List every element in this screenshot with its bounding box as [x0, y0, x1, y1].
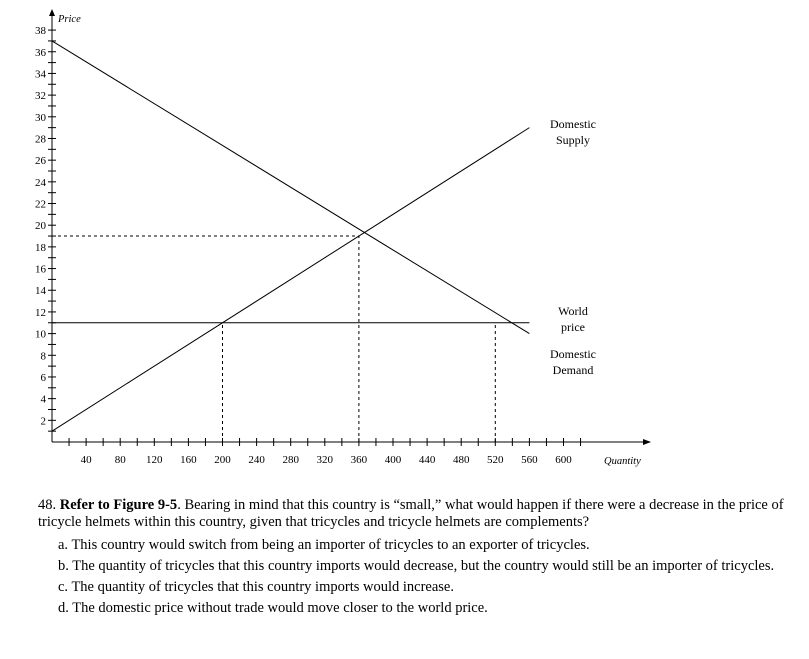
domestic-demand-label: Domestic Demand — [550, 347, 596, 377]
option-text: The domestic price without trade would m… — [72, 600, 488, 616]
y-tick-label: 26 — [35, 155, 47, 167]
world-price-label: World price — [558, 304, 588, 334]
y-tick-label: 8 — [41, 350, 47, 362]
x-axis-arrow — [643, 439, 651, 445]
series-lines — [51, 40, 530, 432]
x-tick-label: 360 — [351, 454, 368, 466]
x-tick-label: 280 — [282, 454, 299, 466]
y-tick-label: 22 — [35, 199, 46, 211]
y-tick-label: 16 — [35, 264, 47, 276]
x-tick-label: 80 — [115, 454, 127, 466]
x-tick-label: 120 — [146, 454, 163, 466]
x-tick-label: 440 — [419, 454, 436, 466]
x-tick-label: 320 — [317, 454, 334, 466]
question-text: . Bearing in mind that this country is “… — [38, 497, 784, 530]
x-tick-label: 600 — [555, 454, 572, 466]
option-text: The quantity of tricycles that this coun… — [72, 558, 775, 574]
world-price-label-line: World — [558, 304, 588, 318]
y-tick-label: 18 — [35, 242, 47, 254]
option-text: The quantity of tricycles that this coun… — [71, 579, 454, 595]
domestic-supply-label-line: Supply — [556, 133, 590, 147]
y-tick-label: 32 — [35, 90, 46, 102]
x-tick-label: 240 — [248, 454, 265, 466]
y-tick-label: 34 — [35, 68, 47, 80]
ticks — [48, 29, 582, 446]
x-axis-title: Quantity — [604, 456, 641, 467]
world-price-label-line: price — [561, 320, 585, 334]
x-tick-label: 160 — [180, 454, 197, 466]
option-letter: b. — [58, 558, 69, 574]
x-tick-label: 400 — [385, 454, 402, 466]
x-tick-label: 40 — [81, 454, 93, 466]
supply-demand-chart: PriceQuantity246810121416182022242628303… — [35, 9, 651, 467]
domestic-supply-label: Domestic Supply — [550, 117, 596, 147]
y-tick-label: 38 — [35, 25, 47, 37]
question-stem: 48. Refer to Figure 9-5. Bearing in mind… — [38, 497, 798, 531]
y-tick-label: 30 — [35, 112, 47, 124]
y-axis-arrow — [49, 9, 55, 16]
option-b[interactable]: b. The quantity of tricycles that this c… — [58, 558, 798, 575]
y-tick-label: 10 — [35, 329, 47, 341]
y-tick-label: 28 — [35, 133, 47, 145]
option-text: This country would switch from being an … — [71, 537, 590, 553]
domestic-demand-label-line: Domestic — [550, 347, 596, 361]
y-tick-label: 2 — [41, 415, 47, 427]
x-tick-label: 200 — [214, 454, 231, 466]
y-tick-label: 20 — [35, 220, 47, 232]
option-c[interactable]: c. The quantity of tricycles that this c… — [58, 579, 798, 596]
x-tick-label: 560 — [521, 454, 538, 466]
reference-lines — [52, 235, 496, 442]
y-tick-label: 36 — [35, 47, 47, 59]
x-tick-label: 480 — [453, 454, 470, 466]
domestic-supply-line — [51, 127, 530, 432]
domestic-demand-line — [51, 40, 530, 335]
option-letter: a. — [58, 537, 69, 553]
y-tick-label: 14 — [35, 285, 47, 297]
question-block: 48. Refer to Figure 9-5. Bearing in mind… — [38, 497, 798, 621]
axes — [49, 9, 651, 445]
x-tick-label: 520 — [487, 454, 504, 466]
labels: PriceQuantity246810121416182022242628303… — [35, 14, 641, 467]
option-a[interactable]: a. This country would switch from being … — [58, 537, 798, 554]
option-letter: c. — [58, 579, 69, 595]
y-axis-title: Price — [57, 14, 81, 25]
option-letter: d. — [58, 600, 69, 616]
question-number: 48. — [38, 497, 57, 513]
y-tick-label: 24 — [35, 177, 47, 189]
figure-reference: Refer to Figure 9-5 — [59, 497, 178, 513]
y-tick-label: 4 — [41, 394, 47, 406]
option-d[interactable]: d. The domestic price without trade woul… — [58, 600, 798, 617]
y-tick-label: 6 — [41, 372, 47, 384]
y-tick-label: 12 — [35, 307, 46, 319]
domestic-supply-label-line: Domestic — [550, 117, 596, 131]
domestic-demand-label-line: Demand — [553, 363, 594, 377]
